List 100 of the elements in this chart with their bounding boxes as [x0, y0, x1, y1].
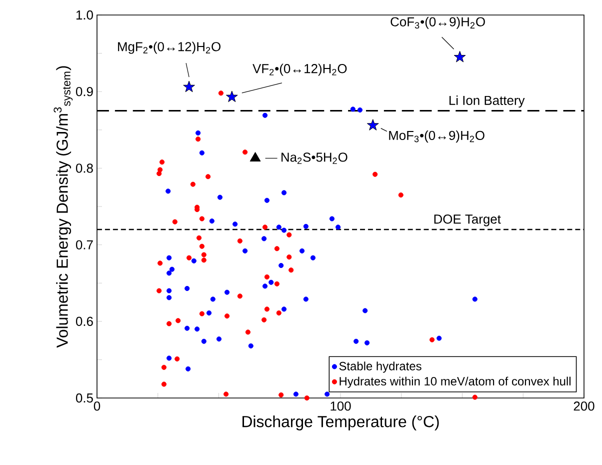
point [288, 268, 294, 273]
point [264, 198, 270, 203]
point [199, 150, 204, 156]
point [366, 119, 379, 130]
annotation: MoF$_{3}$•(0↔9)H$_{2}$O [389, 130, 484, 143]
point [174, 356, 180, 362]
y-tick-label: 0.5 [76, 393, 93, 403]
point [262, 284, 268, 289]
x-axis-title: Discharge Temperature (°C) [242, 416, 439, 430]
point [159, 160, 165, 165]
point [183, 80, 195, 92]
point [303, 224, 308, 229]
point [184, 326, 190, 331]
point [186, 366, 191, 372]
point [218, 90, 224, 96]
point [398, 192, 404, 198]
point [237, 294, 242, 299]
point [184, 286, 190, 292]
point [454, 50, 466, 62]
point [278, 392, 284, 398]
point [276, 224, 282, 230]
point [196, 130, 201, 136]
ref-line-label: DOE Target [434, 214, 501, 226]
point [232, 222, 238, 227]
legend-label: Hydrates within 10 meV/atom of convex hull [340, 376, 570, 388]
point [156, 288, 162, 294]
point [166, 321, 172, 326]
annotation: MgF$_{2}$•(0↔12)H$_{2}$O [118, 42, 220, 54]
point [226, 90, 238, 102]
point [472, 394, 478, 400]
point [354, 338, 359, 344]
point [262, 317, 267, 322]
point [262, 224, 268, 230]
point [242, 248, 248, 254]
point [264, 274, 270, 280]
point [169, 266, 175, 272]
point [357, 107, 363, 113]
point [156, 171, 162, 176]
point [166, 255, 172, 260]
point [362, 308, 368, 314]
y-tick-label: 0.9 [76, 87, 93, 96]
point [286, 254, 292, 260]
point [166, 270, 172, 276]
point [278, 262, 284, 268]
point [199, 311, 204, 316]
x-tick-label: 100 [330, 402, 351, 411]
point [237, 238, 242, 244]
point [201, 252, 206, 258]
point [201, 258, 206, 263]
point [329, 216, 335, 222]
point [166, 188, 171, 194]
annotation: Na$_{2}$S•5H$_{2}$O [282, 152, 348, 164]
point [199, 216, 204, 222]
y-tick-label: 0.7 [76, 240, 93, 250]
point [161, 364, 167, 370]
point [310, 255, 316, 260]
legend-label: Stable hydrates [339, 362, 422, 373]
point [158, 260, 163, 266]
point [205, 174, 211, 180]
point [224, 392, 229, 397]
point [281, 228, 287, 233]
point [364, 340, 370, 346]
annotation: CoF$_{3}$•(0↔9)H$_{2}$O [390, 16, 485, 29]
point [293, 392, 298, 397]
point [262, 236, 267, 242]
point [196, 136, 201, 142]
point [190, 182, 196, 187]
point [336, 224, 341, 230]
point [172, 219, 178, 224]
point [250, 152, 261, 162]
point [304, 395, 310, 401]
point [224, 313, 230, 319]
x-tick-label: 0 [94, 402, 100, 411]
point [303, 296, 308, 302]
point [191, 258, 196, 264]
point [196, 235, 202, 240]
y-tick-label: 1.0 [76, 10, 93, 20]
point [206, 310, 212, 316]
point [436, 336, 442, 341]
point [268, 280, 274, 285]
point [286, 232, 292, 238]
point [245, 330, 251, 335]
point [281, 190, 287, 196]
point [324, 392, 330, 397]
point [472, 296, 478, 302]
ref-line-label: Li Ion Battery [450, 95, 525, 108]
point [224, 290, 230, 295]
annotation: VF$_{2}$•(0↔12)H$_{2}$O [252, 64, 347, 76]
point [209, 218, 214, 224]
x-tick-label: 200 [574, 402, 594, 411]
point [350, 106, 356, 112]
point [216, 336, 222, 342]
point [372, 172, 378, 177]
point [199, 244, 204, 249]
y-axis-title: Volumetric Energy Density (GJ/m$^{3}$$_{system}$) [54, 66, 73, 348]
point [281, 306, 287, 312]
point [210, 296, 216, 302]
point [217, 194, 223, 200]
point [194, 326, 200, 332]
point [176, 318, 181, 324]
